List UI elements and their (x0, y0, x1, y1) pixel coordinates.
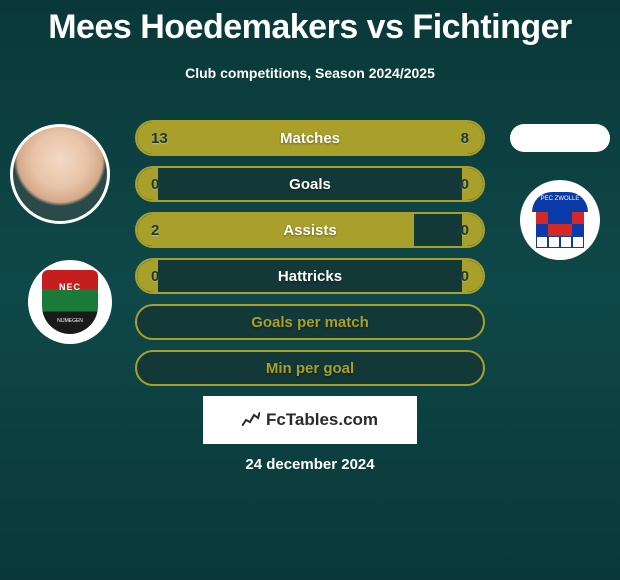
player-left-club-badge: NEC NIJMEGEN (28, 260, 112, 344)
player-right-club-badge: PEC ZWOLLE (520, 180, 600, 260)
stat-value-left: 13 (151, 130, 168, 147)
stat-bar: Min per goal (135, 350, 485, 386)
stat-bar: 2 0Assists (135, 212, 485, 248)
footer-brand-box: FcTables.com (203, 396, 417, 444)
footer-date: 24 december 2024 (0, 456, 620, 473)
stat-bar: Goals per match (135, 304, 485, 340)
stats-container: 138Matches00Goals20Assists00HattricksGoa… (135, 120, 485, 396)
nec-badge-text: NEC (59, 282, 81, 292)
stat-row: 2 0Assists (135, 212, 485, 248)
stat-value-left: 0 (151, 268, 159, 285)
page-subtitle: Club competitions, Season 2024/2025 (0, 65, 620, 81)
stat-row: Goals per match (135, 304, 485, 340)
pec-badge-text: PEC ZWOLLE (532, 192, 588, 212)
stat-label: Matches (137, 130, 483, 147)
pec-grid-icon (536, 212, 584, 248)
stat-label: Assists (137, 222, 483, 239)
stat-bar: 0 0Hattricks (135, 258, 485, 294)
stat-bar: 0 0Goals (135, 166, 485, 202)
stat-value-right: 0 (461, 222, 469, 239)
player-left-avatar (10, 124, 110, 224)
stat-value-right: 0 (461, 176, 469, 193)
nec-badge-city: NIJMEGEN (57, 318, 83, 324)
stat-value-right: 8 (461, 130, 469, 147)
stat-label: Goals per match (137, 314, 483, 331)
stat-label: Hattricks (137, 268, 483, 285)
stat-value-left: 0 (151, 176, 159, 193)
stat-row: 13 8Matches (135, 120, 485, 156)
nec-shield-icon: NEC NIJMEGEN (42, 270, 98, 334)
pec-shield-icon: PEC ZWOLLE (532, 192, 588, 248)
stat-value-left: 2 (151, 222, 159, 239)
stat-label: Goals (137, 176, 483, 193)
footer-brand-text: FcTables.com (266, 410, 378, 430)
stat-row: 0 0Goals (135, 166, 485, 202)
stat-row: 0 0Hattricks (135, 258, 485, 294)
stat-label: Min per goal (137, 360, 483, 377)
player-right-avatar (510, 124, 610, 152)
stat-bar: 13 8Matches (135, 120, 485, 156)
stat-value-right: 0 (461, 268, 469, 285)
stat-row: Min per goal (135, 350, 485, 386)
chart-icon (242, 412, 260, 429)
page-title: Mees Hoedemakers vs Fichtinger (0, 0, 620, 47)
